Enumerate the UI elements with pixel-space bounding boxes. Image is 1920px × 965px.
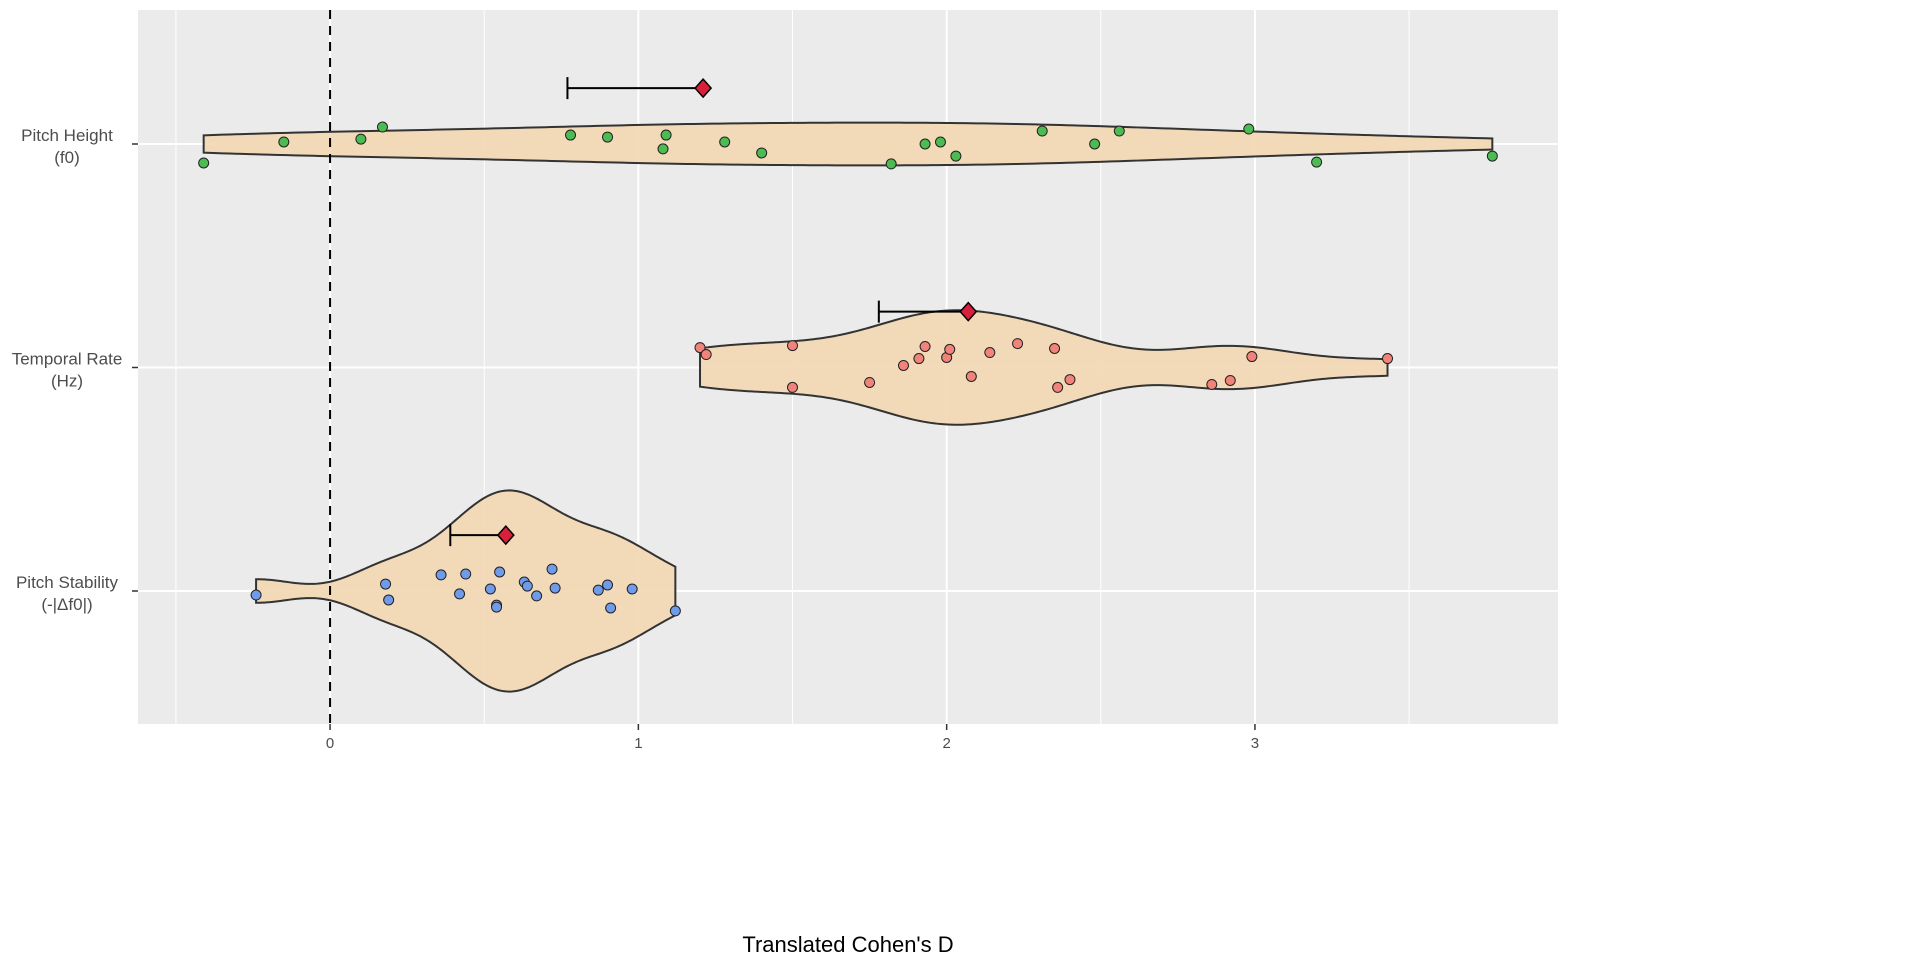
data-point [435,569,447,581]
data-point [934,136,946,148]
data-point [1311,156,1323,168]
data-point [984,347,996,359]
data-point [1052,381,1064,393]
data-point [531,590,543,602]
data-point [278,136,290,148]
data-point [1036,125,1048,137]
mean-diamond [694,77,713,99]
data-point [626,583,638,595]
data-point [383,594,395,606]
data-point [565,129,577,141]
data-point [460,568,472,580]
data-point [521,580,533,592]
data-point [919,340,931,352]
data-point [897,359,909,371]
data-point [602,131,614,143]
data-point [454,588,466,600]
data-point [250,589,262,601]
data-point [944,343,956,355]
data-point [719,136,731,148]
data-point [660,129,672,141]
data-point [1089,138,1101,150]
data-point [669,605,681,617]
data-point [919,138,931,150]
data-point [1012,338,1024,350]
x-tick-label: 0 [326,735,334,752]
data-point [1206,378,1218,390]
mean-diamond [496,524,515,546]
x-axis: 0 1 2 3 [326,724,1259,752]
y-tick-label: Pitch Stability [16,573,119,592]
data-points [198,121,1498,617]
y-tick-label: (f0) [54,148,80,167]
y-tick-label: Temporal Rate [12,350,123,369]
data-point [1246,351,1258,363]
data-point [602,579,614,591]
x-axis-title: Translated Cohen's D [742,932,953,957]
data-point [546,563,558,575]
data-point [1243,123,1255,135]
data-point [355,133,367,145]
data-point [198,157,210,169]
violin-0 [202,121,1494,167]
data-point [1486,150,1498,162]
y-tick-label: (-|Δf0|) [41,595,92,614]
data-point [484,583,496,595]
data-point [657,143,669,155]
data-point [787,340,799,352]
data-point [965,370,977,382]
x-tick-label: 2 [942,735,950,752]
data-point [787,381,799,393]
data-point [913,353,925,365]
data-point [376,121,388,133]
data-point [380,578,392,590]
x-tick-label: 3 [1251,735,1259,752]
mean-markers [449,77,978,547]
violins [202,121,1494,693]
data-point [1049,343,1061,355]
data-point [950,150,962,162]
data-point [864,376,876,388]
data-point [885,158,897,170]
y-axis: Pitch Height (f0) Temporal Rate (Hz) Pitch S… [12,126,138,614]
y-tick-label: Pitch Height [21,126,113,145]
data-point [491,601,503,613]
x-tick-label: 1 [634,735,642,752]
data-point [694,342,706,354]
mean-diamond [959,301,978,322]
data-point [592,584,604,596]
data-point [756,147,768,159]
data-point [1224,374,1236,386]
data-point [494,566,506,578]
data-point [700,349,712,361]
y-tick-label: (Hz) [51,372,83,391]
data-point [605,602,617,614]
data-point [1382,353,1394,365]
data-point [1113,125,1125,137]
data-point [549,582,561,594]
data-point [1064,374,1076,386]
